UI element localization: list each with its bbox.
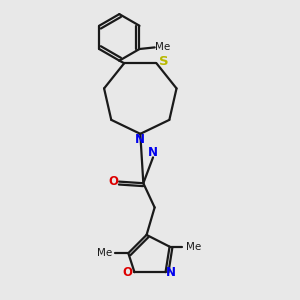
Text: N: N: [135, 133, 145, 146]
Text: Me: Me: [155, 42, 170, 52]
Text: Me: Me: [97, 248, 112, 258]
Text: N: N: [148, 146, 158, 159]
Text: S: S: [159, 55, 168, 68]
Text: O: O: [108, 175, 118, 188]
Text: N: N: [166, 266, 176, 279]
Text: Me: Me: [185, 242, 201, 252]
Text: O: O: [122, 266, 132, 279]
